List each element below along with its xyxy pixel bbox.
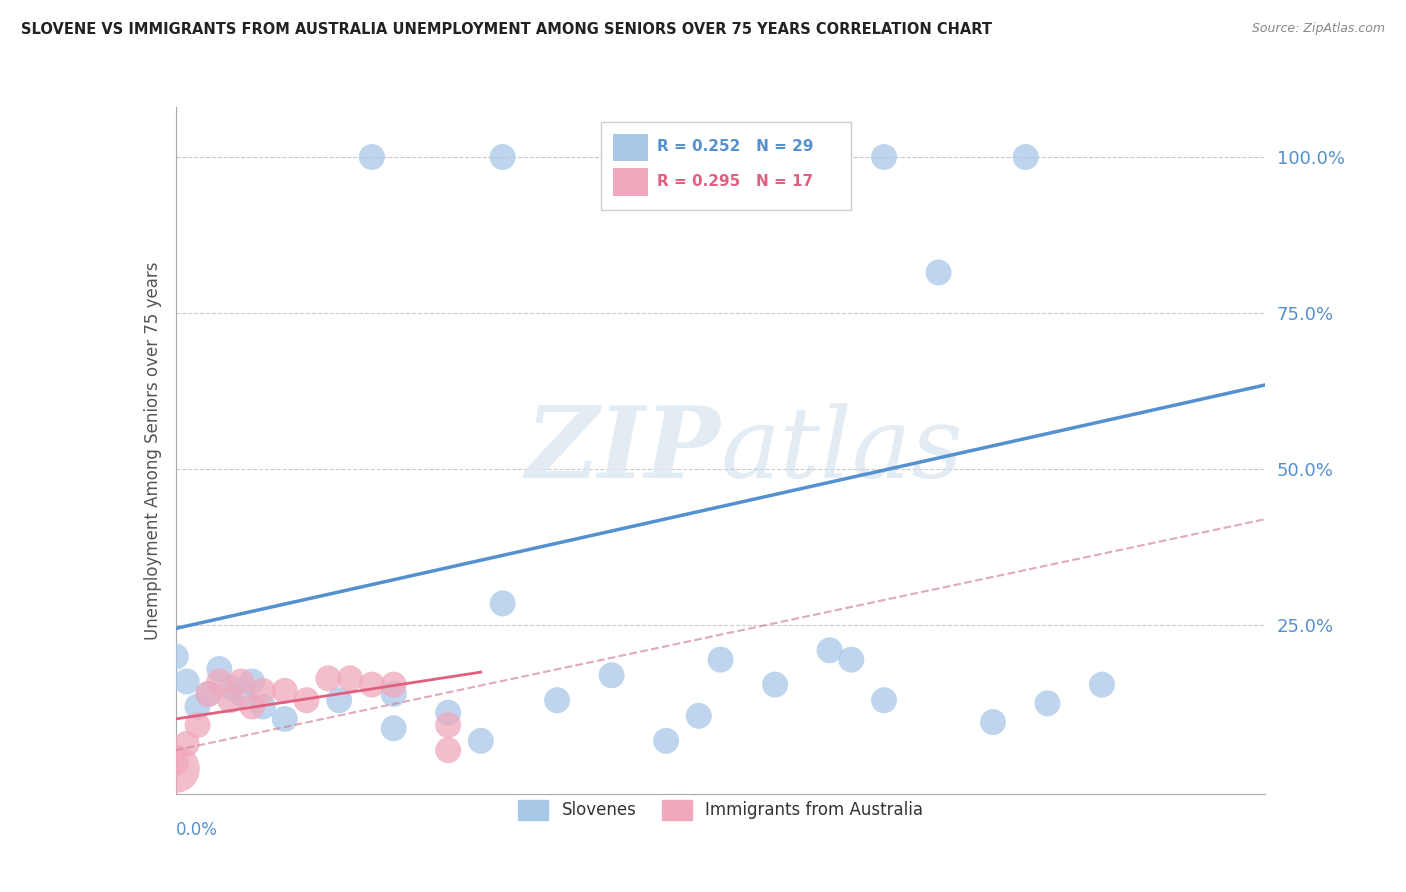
Point xyxy=(437,743,460,757)
Legend: Slovenes, Immigrants from Australia: Slovenes, Immigrants from Australia xyxy=(512,793,929,827)
Point xyxy=(197,687,219,701)
FancyBboxPatch shape xyxy=(613,134,648,161)
Point xyxy=(763,678,786,692)
Point xyxy=(382,678,405,692)
Point xyxy=(382,721,405,735)
Point xyxy=(318,671,340,685)
Point xyxy=(186,718,209,732)
Point xyxy=(600,668,623,682)
Point xyxy=(231,674,253,689)
FancyBboxPatch shape xyxy=(613,169,648,195)
Point xyxy=(1015,150,1038,164)
Point xyxy=(208,662,231,676)
Point xyxy=(295,693,318,707)
Point xyxy=(240,699,263,714)
Point xyxy=(437,706,460,720)
Point xyxy=(274,712,297,726)
Point xyxy=(492,597,515,611)
Point xyxy=(688,708,710,723)
Point xyxy=(928,266,950,280)
FancyBboxPatch shape xyxy=(600,122,852,211)
Point xyxy=(818,643,841,657)
Point xyxy=(1036,696,1059,710)
Point xyxy=(546,693,568,707)
Point xyxy=(240,674,263,689)
Point xyxy=(165,762,187,776)
Point xyxy=(873,693,896,707)
Point xyxy=(328,693,350,707)
Point xyxy=(176,737,198,751)
Point xyxy=(360,678,382,692)
Y-axis label: Unemployment Among Seniors over 75 years: Unemployment Among Seniors over 75 years xyxy=(143,261,162,640)
Point xyxy=(165,756,187,770)
Point xyxy=(644,150,666,164)
Point xyxy=(655,733,678,747)
Point xyxy=(231,687,253,701)
Point xyxy=(219,693,242,707)
Point xyxy=(339,671,361,685)
Point xyxy=(252,699,274,714)
Point xyxy=(219,681,242,695)
Point xyxy=(754,150,776,164)
Point xyxy=(981,715,1004,730)
Point xyxy=(470,733,492,747)
Text: Source: ZipAtlas.com: Source: ZipAtlas.com xyxy=(1251,22,1385,36)
Text: SLOVENE VS IMMIGRANTS FROM AUSTRALIA UNEMPLOYMENT AMONG SENIORS OVER 75 YEARS CO: SLOVENE VS IMMIGRANTS FROM AUSTRALIA UNE… xyxy=(21,22,993,37)
Text: R = 0.252   N = 29: R = 0.252 N = 29 xyxy=(658,139,814,154)
Text: ZIP: ZIP xyxy=(526,402,721,499)
Point xyxy=(710,653,733,667)
Point xyxy=(165,649,187,664)
Point xyxy=(437,718,460,732)
Point xyxy=(873,150,896,164)
Point xyxy=(176,674,198,689)
Text: R = 0.295   N = 17: R = 0.295 N = 17 xyxy=(658,174,814,189)
Point xyxy=(492,150,515,164)
Text: atlas: atlas xyxy=(721,403,963,498)
Point xyxy=(360,150,382,164)
Point xyxy=(252,683,274,698)
Point xyxy=(382,687,405,701)
Point xyxy=(186,699,209,714)
Point xyxy=(841,653,863,667)
Text: 0.0%: 0.0% xyxy=(176,822,218,839)
Point xyxy=(274,683,297,698)
Point xyxy=(1091,678,1114,692)
Point xyxy=(208,674,231,689)
Point xyxy=(197,687,219,701)
